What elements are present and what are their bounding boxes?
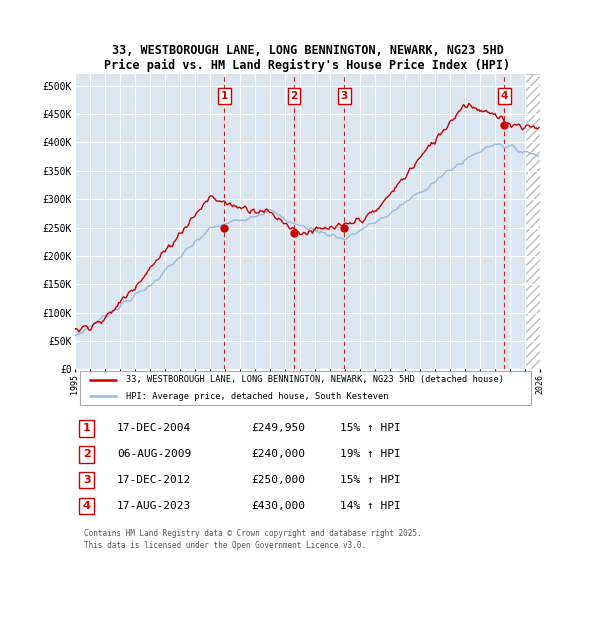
Polygon shape <box>525 74 540 370</box>
Text: £240,000: £240,000 <box>252 449 306 459</box>
Text: 1: 1 <box>221 91 228 101</box>
Text: 15% ↑ HPI: 15% ↑ HPI <box>340 423 401 433</box>
Text: 14% ↑ HPI: 14% ↑ HPI <box>340 501 401 511</box>
Text: £250,000: £250,000 <box>252 475 306 485</box>
Text: £249,950: £249,950 <box>252 423 306 433</box>
Text: Contains HM Land Registry data © Crown copyright and database right 2025.
This d: Contains HM Land Registry data © Crown c… <box>84 529 422 550</box>
Text: 15% ↑ HPI: 15% ↑ HPI <box>340 475 401 485</box>
Text: 2: 2 <box>290 91 298 101</box>
Text: 3: 3 <box>83 475 91 485</box>
Text: 4: 4 <box>83 501 91 511</box>
Text: 17-AUG-2023: 17-AUG-2023 <box>117 501 191 511</box>
Text: 17-DEC-2004: 17-DEC-2004 <box>117 423 191 433</box>
Text: 06-AUG-2009: 06-AUG-2009 <box>117 449 191 459</box>
Text: 19% ↑ HPI: 19% ↑ HPI <box>340 449 401 459</box>
Text: 33, WESTBOROUGH LANE, LONG BENNINGTON, NEWARK, NG23 5HD (detached house): 33, WESTBOROUGH LANE, LONG BENNINGTON, N… <box>126 376 504 384</box>
Title: 33, WESTBOROUGH LANE, LONG BENNINGTON, NEWARK, NG23 5HD
Price paid vs. HM Land R: 33, WESTBOROUGH LANE, LONG BENNINGTON, N… <box>104 44 511 72</box>
Text: 4: 4 <box>501 91 508 101</box>
Text: £430,000: £430,000 <box>252 501 306 511</box>
Text: 3: 3 <box>341 91 348 101</box>
Text: 1: 1 <box>83 423 91 433</box>
Text: 17-DEC-2012: 17-DEC-2012 <box>117 475 191 485</box>
Text: 2: 2 <box>83 449 91 459</box>
FancyBboxPatch shape <box>80 371 531 405</box>
Text: HPI: Average price, detached house, South Kesteven: HPI: Average price, detached house, Sout… <box>126 392 389 401</box>
